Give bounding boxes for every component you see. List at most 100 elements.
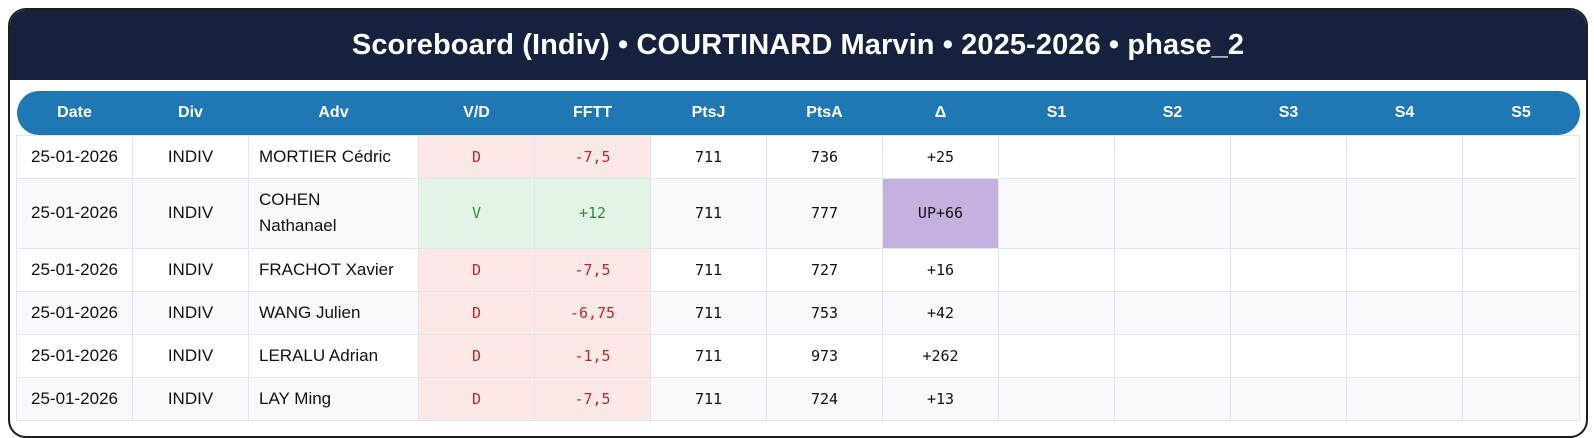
column-header-vd[interactable]: V/D — [418, 91, 535, 135]
cell-adv: COHEN Nathanael — [248, 177, 419, 249]
table-row: 25-01-2026 INDIV COHEN Nathanael V +12 7… — [16, 177, 1580, 249]
column-header-ptsa[interactable]: PtsA — [766, 91, 883, 135]
table-row: 25-01-2026 INDIV LERALU Adrian D -1,5 71… — [16, 333, 1580, 378]
cell-s5 — [1462, 333, 1580, 378]
cell-ptsj: 711 — [650, 134, 767, 179]
cell-s3 — [1230, 376, 1347, 421]
cell-ptsj: 711 — [650, 333, 767, 378]
cell-ptsa: 727 — [766, 247, 883, 292]
cell-ptsj: 711 — [650, 247, 767, 292]
cell-s1 — [998, 376, 1115, 421]
cell-fftt: -6,75 — [534, 290, 651, 335]
cell-div: INDIV — [132, 333, 249, 378]
cell-date: 25-01-2026 — [16, 290, 133, 335]
scoreboard-table-container: Date Div Adv V/D FFTT PtsJ PtsA Δ S1 S2 … — [16, 91, 1580, 421]
cell-s1 — [998, 177, 1115, 249]
table-row: 25-01-2026 INDIV LAY Ming D -7,5 711 724… — [16, 376, 1580, 421]
cell-vd: D — [418, 247, 535, 292]
cell-s4 — [1346, 333, 1463, 378]
cell-s4 — [1346, 177, 1463, 249]
cell-ptsa: 973 — [766, 333, 883, 378]
cell-vd: V — [418, 177, 535, 249]
cell-date: 25-01-2026 — [16, 177, 133, 249]
cell-s4 — [1346, 290, 1463, 335]
cell-s5 — [1462, 177, 1580, 249]
cell-s4 — [1346, 134, 1463, 179]
cell-s2 — [1114, 376, 1231, 421]
cell-vd: D — [418, 333, 535, 378]
column-header-fftt[interactable]: FFTT — [534, 91, 651, 135]
cell-s1 — [998, 333, 1115, 378]
cell-adv: LERALU Adrian — [248, 333, 419, 378]
cell-s4 — [1346, 376, 1463, 421]
cell-s5 — [1462, 247, 1580, 292]
table-row: 25-01-2026 INDIV MORTIER Cédric D -7,5 7… — [16, 134, 1580, 179]
column-header-div[interactable]: Div — [132, 91, 249, 135]
column-header-adv[interactable]: Adv — [248, 91, 419, 135]
cell-adv: FRACHOT Xavier — [248, 247, 419, 292]
cell-div: INDIV — [132, 177, 249, 249]
cell-s2 — [1114, 333, 1231, 378]
cell-div: INDIV — [132, 134, 249, 179]
cell-ptsj: 711 — [650, 376, 767, 421]
cell-div: INDIV — [132, 290, 249, 335]
cell-s1 — [998, 134, 1115, 179]
cell-s5 — [1462, 134, 1580, 179]
cell-s1 — [998, 247, 1115, 292]
cell-delta: +13 — [882, 376, 999, 421]
cell-delta: +262 — [882, 333, 999, 378]
column-header-s5[interactable]: S5 — [1462, 91, 1580, 135]
cell-adv: LAY Ming — [248, 376, 419, 421]
column-header-s1[interactable]: S1 — [998, 91, 1115, 135]
cell-fftt: +12 — [534, 177, 651, 249]
cell-s4 — [1346, 247, 1463, 292]
scoreboard-card: Scoreboard (Indiv) • COURTINARD Marvin •… — [8, 8, 1588, 438]
cell-delta: +25 — [882, 134, 999, 179]
cell-fftt: -7,5 — [534, 247, 651, 292]
table-header-row: Date Div Adv V/D FFTT PtsJ PtsA Δ S1 S2 … — [16, 91, 1580, 135]
cell-s5 — [1462, 376, 1580, 421]
scoreboard-table: Date Div Adv V/D FFTT PtsJ PtsA Δ S1 S2 … — [16, 91, 1580, 421]
cell-date: 25-01-2026 — [16, 134, 133, 179]
column-header-date[interactable]: Date — [16, 91, 133, 135]
cell-ptsj: 711 — [650, 290, 767, 335]
cell-ptsa: 753 — [766, 290, 883, 335]
cell-ptsa: 736 — [766, 134, 883, 179]
cell-fftt: -7,5 — [534, 134, 651, 179]
cell-vd: D — [418, 290, 535, 335]
cell-adv: MORTIER Cédric — [248, 134, 419, 179]
page-title: Scoreboard (Indiv) • COURTINARD Marvin •… — [10, 10, 1586, 80]
cell-adv: WANG Julien — [248, 290, 419, 335]
column-header-s4[interactable]: S4 — [1346, 91, 1463, 135]
cell-s2 — [1114, 290, 1231, 335]
table-row: 25-01-2026 INDIV WANG Julien D -6,75 711… — [16, 290, 1580, 335]
column-header-s3[interactable]: S3 — [1230, 91, 1347, 135]
column-header-delta[interactable]: Δ — [882, 91, 999, 135]
cell-s2 — [1114, 247, 1231, 292]
cell-s1 — [998, 290, 1115, 335]
cell-s2 — [1114, 134, 1231, 179]
cell-delta-up-badge: UP+66 — [882, 177, 999, 249]
cell-ptsa: 777 — [766, 177, 883, 249]
cell-s3 — [1230, 134, 1347, 179]
cell-s3 — [1230, 333, 1347, 378]
column-header-ptsj[interactable]: PtsJ — [650, 91, 767, 135]
cell-s3 — [1230, 177, 1347, 249]
cell-s5 — [1462, 290, 1580, 335]
table-row: 25-01-2026 INDIV FRACHOT Xavier D -7,5 7… — [16, 247, 1580, 292]
cell-date: 25-01-2026 — [16, 333, 133, 378]
cell-ptsa: 724 — [766, 376, 883, 421]
cell-delta: +16 — [882, 247, 999, 292]
column-header-s2[interactable]: S2 — [1114, 91, 1231, 135]
cell-delta: +42 — [882, 290, 999, 335]
cell-vd: D — [418, 376, 535, 421]
cell-ptsj: 711 — [650, 177, 767, 249]
cell-s3 — [1230, 290, 1347, 335]
cell-date: 25-01-2026 — [16, 376, 133, 421]
cell-div: INDIV — [132, 247, 249, 292]
cell-div: INDIV — [132, 376, 249, 421]
cell-fftt: -1,5 — [534, 333, 651, 378]
cell-fftt: -7,5 — [534, 376, 651, 421]
cell-s2 — [1114, 177, 1231, 249]
cell-date: 25-01-2026 — [16, 247, 133, 292]
